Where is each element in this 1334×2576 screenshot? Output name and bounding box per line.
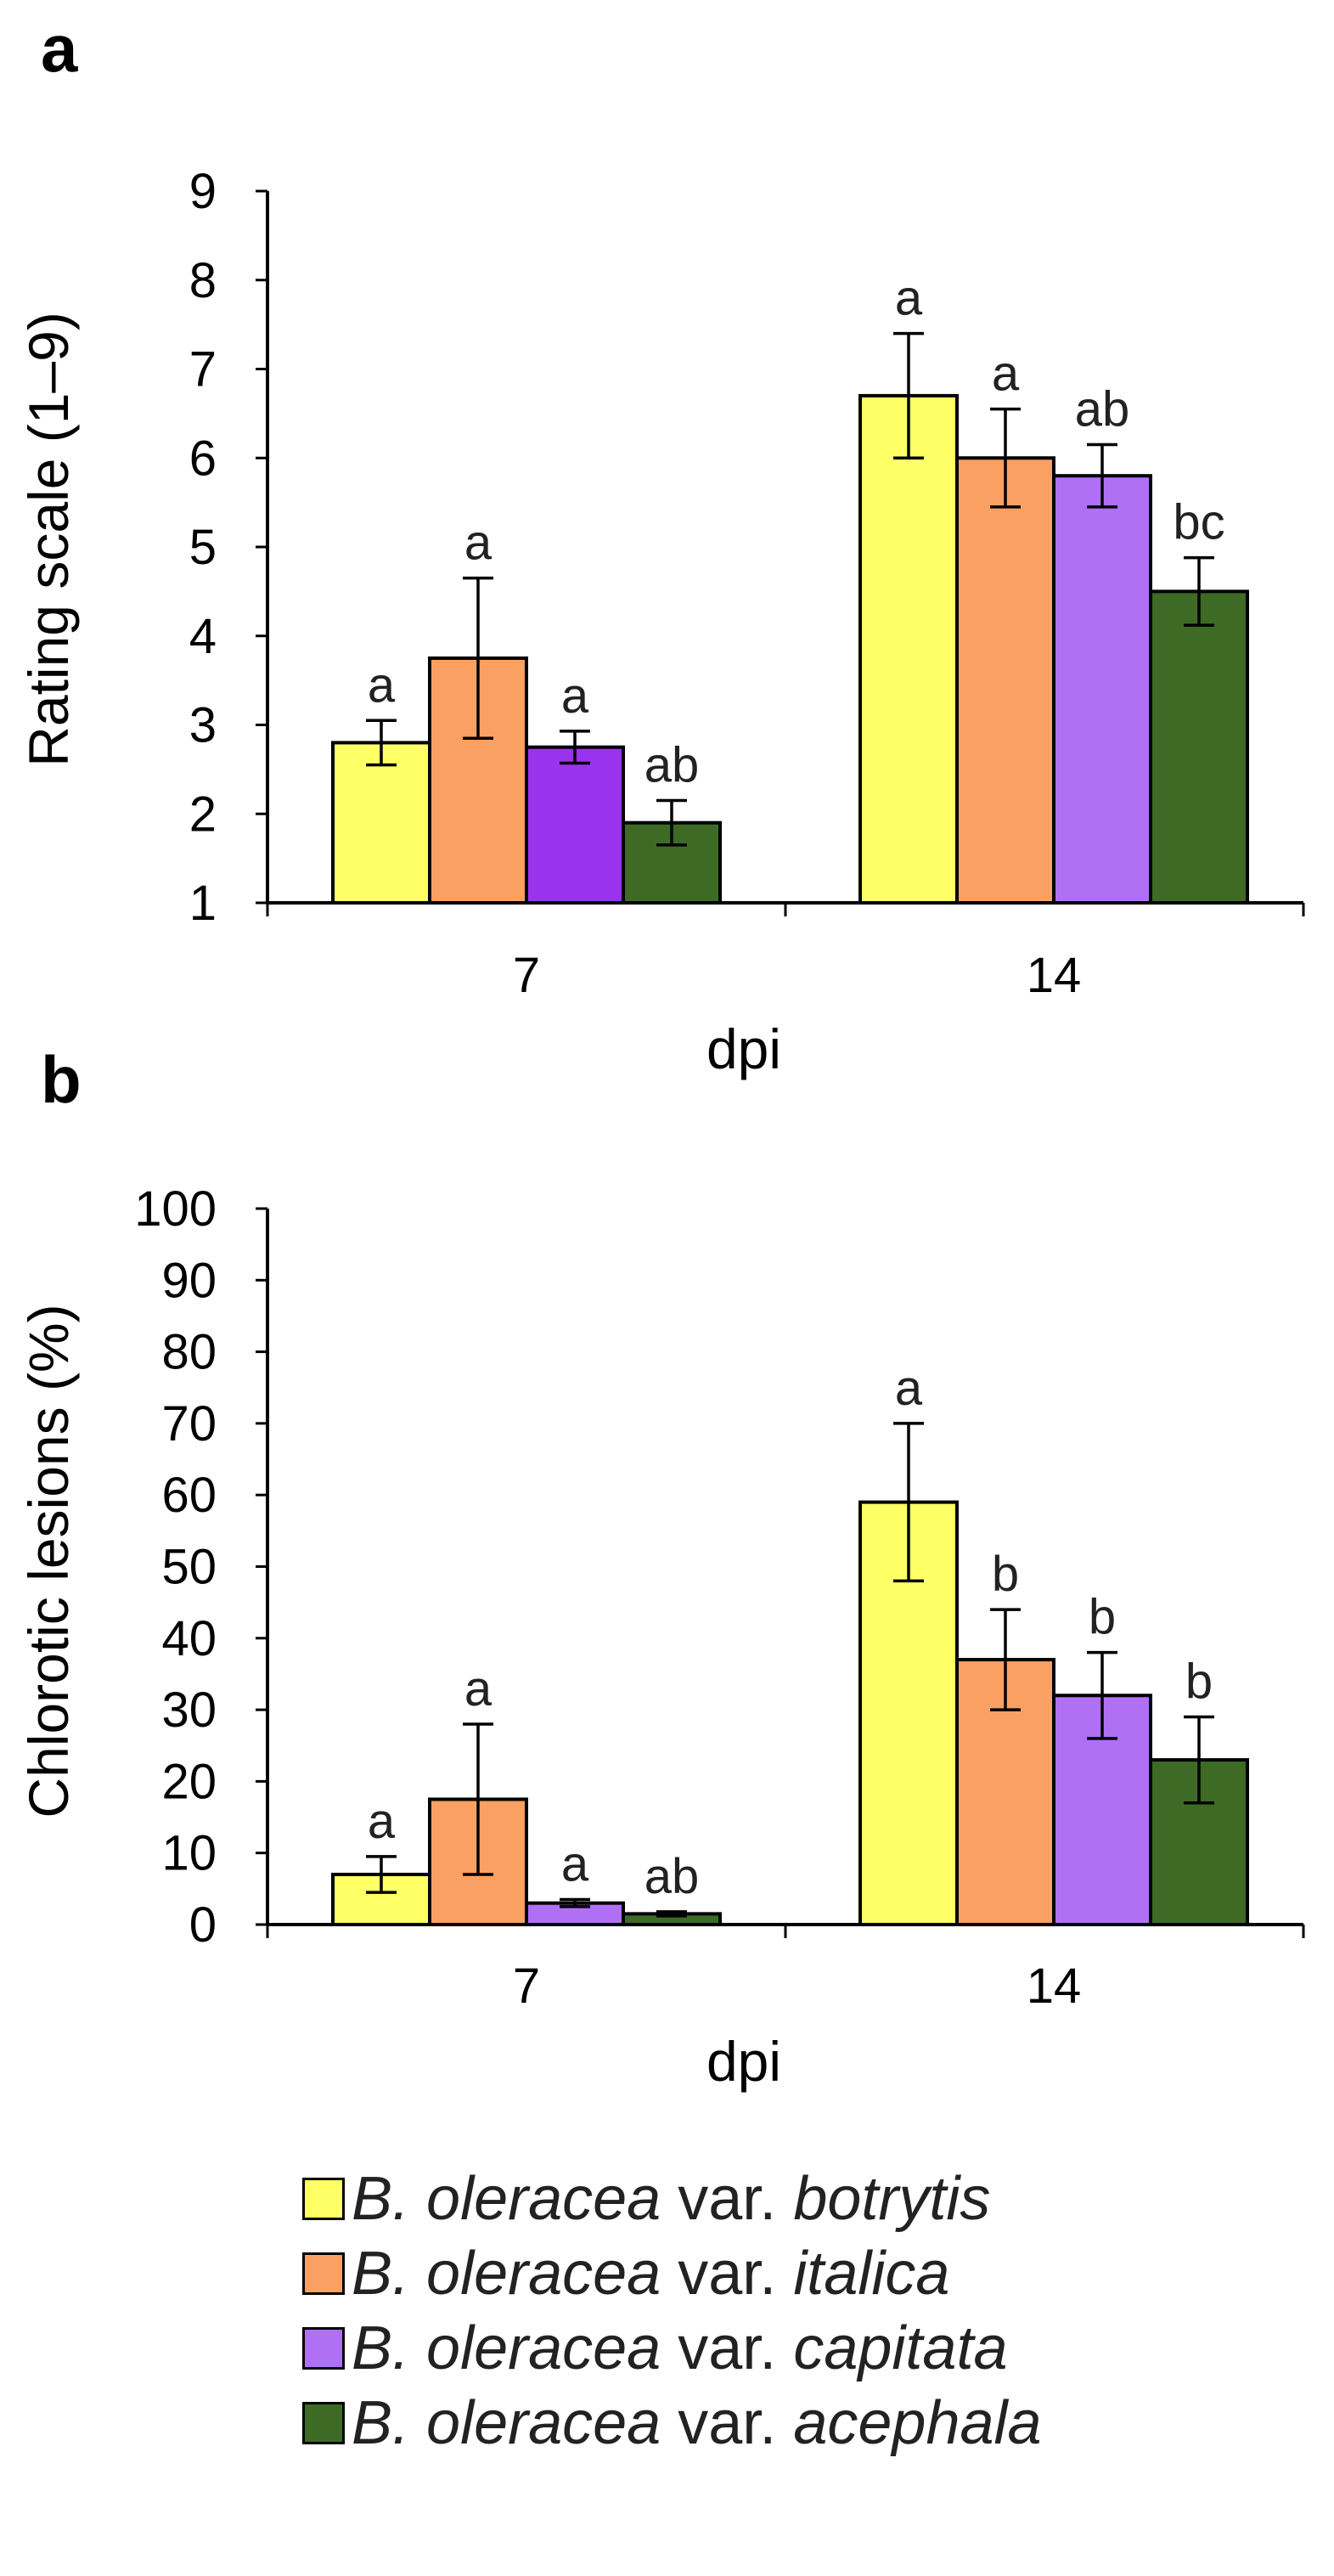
significance-letter: a — [561, 668, 589, 724]
significance-letter: a — [368, 657, 396, 713]
y-tick-label-b: 40 — [161, 1611, 217, 1666]
significance-letter: b — [1185, 1654, 1213, 1710]
x-axis-label-a: dpi — [706, 1017, 781, 1080]
y-axis-label-a: Rating scale (1–9) — [17, 312, 80, 767]
significance-letter: b — [1089, 1590, 1116, 1645]
y-tick-label-b: 80 — [161, 1325, 217, 1380]
x-tick-label-a: 14 — [1027, 948, 1082, 1003]
x-tick-label-b: 7 — [513, 1959, 540, 2014]
legend-item-italica: B. oleracea var. italica — [302, 2236, 1042, 2311]
y-tick-label-b: 60 — [161, 1468, 217, 1523]
x-axis-label-b: dpi — [706, 2030, 781, 2093]
legend-var: var. — [678, 2165, 777, 2233]
legend-variety: acephala — [793, 2389, 1042, 2457]
panel-b: b Chlorotic lesions (%) dpi 0 10 20 30 4… — [17, 1042, 1305, 2093]
legend-item-capitata: B. oleracea var. capitata — [302, 2311, 1042, 2386]
legend-variety: capitata — [793, 2314, 1008, 2382]
y-tick-label-b: 10 — [161, 1826, 217, 1881]
y-ticks-b: 0 10 20 30 40 50 60 70 80 90 100 — [134, 1181, 217, 1953]
legend-swatch-capitata — [302, 2327, 345, 2370]
y-tick-label-a: 8 — [189, 253, 217, 308]
panel-a: a Rating scale (1–9) dpi 1 2 3 4 5 6 7 8… — [17, 11, 1305, 1080]
legend-var: var. — [678, 2389, 777, 2457]
legend-variety: italica — [793, 2240, 950, 2308]
significance-letter: a — [561, 1836, 589, 1891]
y-ticks-a: 1 2 3 4 5 6 7 8 9 — [189, 164, 217, 931]
y-tick-label-a: 7 — [189, 342, 217, 397]
legend-swatch-acephala — [302, 2402, 345, 2444]
legend: B. oleracea var. botrytis B. oleracea va… — [302, 2162, 1042, 2460]
legend-species: B. oleracea — [352, 2240, 661, 2308]
legend-species: B. oleracea — [352, 2389, 661, 2457]
legend-var: var. — [678, 2240, 777, 2308]
significance-letter: ab — [644, 1849, 700, 1904]
x-tick-label-a: 7 — [513, 948, 540, 1003]
legend-var: var. — [678, 2314, 777, 2382]
y-tick-label-b: 50 — [161, 1540, 217, 1595]
legend-variety: botrytis — [793, 2165, 991, 2233]
y-tick-label-b: 70 — [161, 1396, 217, 1451]
legend-species: B. oleracea — [352, 2314, 661, 2382]
y-tick-label-b: 20 — [161, 1754, 217, 1809]
bar — [1149, 589, 1249, 905]
significance-letter: a — [992, 347, 1020, 402]
y-tick-label-a: 4 — [189, 609, 217, 664]
bar — [331, 741, 431, 905]
y-tick-label-b: 100 — [134, 1181, 217, 1237]
x-ticks-b: 7 14 — [513, 1959, 1081, 2014]
y-tick-label-b: 0 — [189, 1897, 217, 1953]
significance-letter: bc — [1173, 495, 1224, 550]
significance-letter: a — [895, 271, 923, 326]
y-tick-label-a: 5 — [189, 520, 217, 575]
legend-item-acephala: B. oleracea var. acephala — [302, 2386, 1042, 2460]
y-tick-label-a: 6 — [189, 431, 217, 486]
y-tick-label-a: 3 — [189, 698, 217, 753]
legend-item-botrytis: B. oleracea var. botrytis — [302, 2162, 1042, 2236]
y-tick-label-a: 1 — [189, 876, 217, 931]
significance-letter: a — [464, 1661, 493, 1716]
x-tick-label-b: 14 — [1027, 1959, 1082, 2014]
legend-species: B. oleracea — [352, 2165, 661, 2233]
y-tick-label-a: 9 — [189, 164, 217, 219]
bar — [1052, 474, 1152, 905]
significance-letter: ab — [1075, 382, 1130, 437]
legend-swatch-botrytis — [302, 2178, 345, 2220]
significance-letter: ab — [644, 738, 700, 793]
bar — [955, 456, 1055, 905]
significance-letter: b — [992, 1547, 1019, 1602]
y-tick-label-a: 2 — [189, 786, 217, 842]
panel-label-a: a — [41, 11, 78, 86]
legend-swatch-italica — [302, 2252, 345, 2295]
bar — [858, 393, 959, 905]
bar — [525, 745, 625, 905]
y-tick-label-b: 30 — [161, 1683, 217, 1738]
y-axis-label-b: Chlorotic lesions (%) — [17, 1304, 80, 1818]
significance-letter: a — [895, 1361, 923, 1416]
panel-label-b: b — [41, 1042, 82, 1117]
significance-letter: a — [464, 516, 493, 571]
x-ticks-a: 7 14 — [513, 948, 1081, 1003]
y-tick-label-b: 90 — [161, 1253, 217, 1308]
significance-letter: a — [368, 1794, 396, 1849]
